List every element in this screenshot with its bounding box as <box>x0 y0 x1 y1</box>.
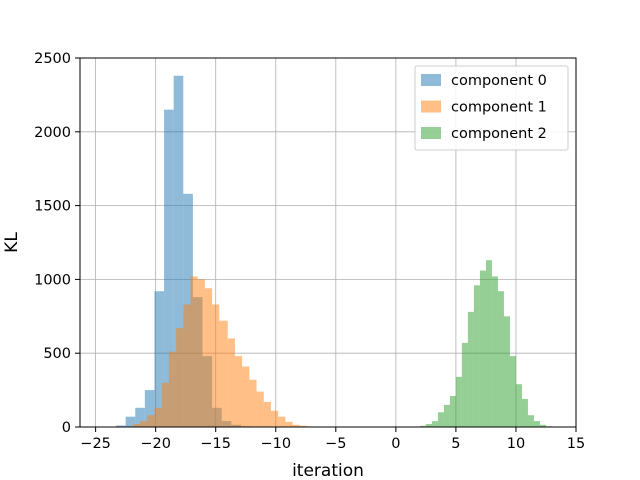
histogram-bar <box>485 260 492 427</box>
histogram-bar <box>533 421 540 427</box>
legend-swatch <box>421 127 441 139</box>
x-tick-label: −5 <box>325 436 346 452</box>
x-tick-label: −10 <box>260 436 291 452</box>
y-tick-label: 1500 <box>34 199 71 215</box>
histogram-bar <box>515 384 522 427</box>
y-tick-label: 2500 <box>34 51 71 67</box>
legend-label: component 0 <box>451 73 547 89</box>
y-tick-label: 0 <box>62 420 71 436</box>
histogram-bar <box>509 356 516 427</box>
histogram-bar <box>116 425 126 427</box>
histogram-bar <box>135 407 145 427</box>
histogram-bar <box>285 421 293 427</box>
histogram-bar <box>521 398 528 427</box>
histogram-bar <box>242 366 250 427</box>
histogram-bar <box>176 328 184 427</box>
legend-label: component 2 <box>451 126 547 142</box>
y-tick-label: 500 <box>43 346 71 362</box>
histogram-bar <box>154 291 165 427</box>
histogram-bar <box>461 342 468 427</box>
histogram-bar <box>299 425 307 427</box>
histogram-bar <box>419 425 426 427</box>
histogram-bar <box>125 416 136 427</box>
histogram-bar <box>491 276 498 427</box>
histogram-bar <box>234 356 243 427</box>
x-tick-label: −20 <box>140 436 171 452</box>
histogram-bar <box>431 421 438 427</box>
x-tick-label: 5 <box>451 436 460 452</box>
series-1-bars <box>132 276 322 427</box>
x-tick-label: −25 <box>80 436 111 452</box>
histogram-bar <box>473 285 480 427</box>
histogram-bar <box>249 379 257 427</box>
legend-label: component 1 <box>451 100 547 116</box>
legend-box <box>414 65 569 151</box>
histogram-bar <box>173 75 184 427</box>
x-tick-label: 15 <box>567 436 585 452</box>
y-tick-label: 1000 <box>34 272 71 288</box>
x-tick-label: 0 <box>391 436 400 452</box>
histogram-bar <box>479 270 486 427</box>
histogram-bar <box>443 404 450 427</box>
histogram-bar <box>425 424 432 427</box>
histogram-bar <box>147 415 155 427</box>
histogram-bar <box>140 421 148 427</box>
series-2-bars <box>413 260 552 427</box>
histogram-bar <box>449 396 456 427</box>
histogram-bar <box>204 288 213 427</box>
histogram-bar <box>527 415 534 427</box>
histogram-bars <box>116 75 552 427</box>
histogram-bar <box>437 412 444 427</box>
histogram-bar <box>154 407 162 427</box>
histogram-bar <box>132 424 141 427</box>
histogram-bar <box>503 316 510 427</box>
histogram-bar <box>455 376 462 427</box>
histogram-bar <box>144 390 155 427</box>
histogram-bar <box>219 320 228 427</box>
legend: component 0 component 1 component 2 <box>414 65 569 151</box>
histogram-bar <box>164 109 174 427</box>
plot-frame <box>79 57 577 428</box>
histogram-bar <box>212 304 220 427</box>
histogram-bar <box>161 382 169 427</box>
histogram-bar <box>168 351 177 427</box>
x-axis-label: iteration <box>292 461 364 480</box>
histogram-bar <box>539 424 546 427</box>
histogram-bar <box>467 311 474 427</box>
histogram-bar <box>256 391 264 427</box>
histogram-bar <box>278 416 286 427</box>
histogram-bar <box>270 410 279 427</box>
x-tick-label: 10 <box>507 436 525 452</box>
histogram-bar <box>263 401 271 427</box>
histogram-bar <box>292 424 300 427</box>
legend-swatch <box>421 100 441 113</box>
axis-ticks: −25 −20 −15 −10 −5 0 5 10 15 0 500 1000 1500 2000 2500 <box>34 51 585 452</box>
histogram-bar <box>497 291 504 427</box>
histogram-bar <box>197 279 205 427</box>
histogram-bar <box>183 304 191 427</box>
histogram-bar <box>190 276 198 427</box>
x-tick-label: −15 <box>200 436 231 452</box>
y-tick-label: 2000 <box>34 125 71 141</box>
y-axis-label: KL <box>2 232 22 253</box>
histogram-bar <box>227 338 235 427</box>
legend-swatch <box>421 74 441 86</box>
